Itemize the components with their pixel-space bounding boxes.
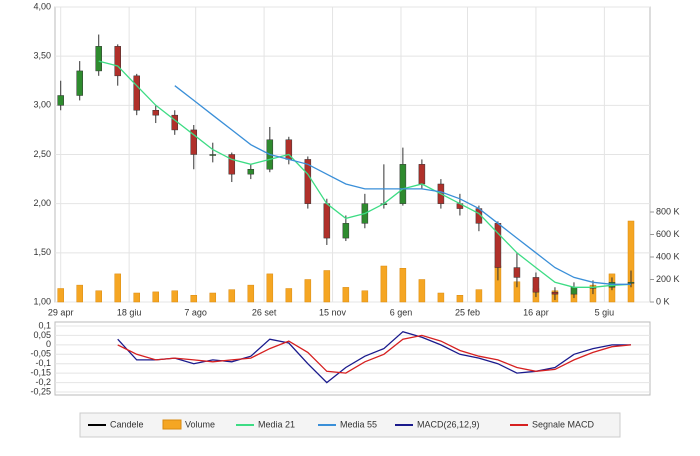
candle-body: [247, 169, 255, 175]
volume-bar: [456, 295, 464, 303]
volume-bar: [152, 291, 160, 303]
macd-line: [117, 330, 631, 384]
volume-bar: [247, 284, 255, 303]
volume-bar: [133, 292, 140, 303]
x-tick-label: 25 feb: [455, 307, 480, 317]
volume-bar: [304, 279, 312, 303]
y-tick-label: -0,1: [35, 358, 51, 368]
candle-body: [76, 70, 83, 96]
volume-bar: [342, 287, 350, 303]
candle-body: [399, 164, 407, 204]
x-tick-label: 18 giu: [117, 307, 142, 317]
y-tick-label: 0: [46, 339, 51, 349]
legend-label: MACD(26,12,9): [417, 419, 480, 429]
x-tick-label: 6 gen: [390, 307, 413, 317]
plot-area: [54, 321, 651, 396]
candle-body: [133, 75, 140, 111]
candle-body: [323, 203, 331, 239]
volume-bar: [285, 288, 293, 303]
x-tick-label: 7 ago: [184, 307, 207, 317]
legend-label: Volume: [185, 419, 215, 429]
legend-label: Candele: [110, 419, 144, 429]
x-tick-label: 16 apr: [523, 307, 549, 317]
candle-body: [95, 46, 102, 72]
candle-body: [171, 114, 179, 131]
x-tick-label: 5 giu: [595, 307, 615, 317]
moving-average: [98, 60, 632, 288]
y-tick-label: 2,50: [33, 149, 51, 159]
candle-body: [418, 164, 426, 185]
candle-body: [570, 287, 578, 295]
volume-bar: [266, 273, 274, 303]
y-tick-label: 0,05: [33, 330, 51, 340]
y2-tick-label: 400 K: [656, 251, 680, 261]
x-tick-label: 15 nov: [319, 307, 347, 317]
y-tick-label: 3,00: [33, 100, 51, 110]
legend-label: Media 21: [258, 419, 295, 429]
y-tick-label: 3,50: [33, 51, 51, 61]
volume-bar: [361, 290, 369, 303]
candle-body: [152, 110, 160, 116]
candle-body: [494, 223, 502, 268]
y-tick-label: 0,1: [38, 320, 51, 330]
volume-bar: [95, 290, 102, 303]
macd-line: [117, 334, 632, 374]
y-tick-label: 2,00: [33, 198, 51, 208]
candle-body: [228, 154, 236, 175]
volume-bar: [76, 284, 83, 303]
y-tick-label: 1,50: [33, 247, 51, 257]
volume-bar: [57, 288, 64, 303]
candle-body: [627, 282, 635, 284]
moving-average: [174, 85, 631, 285]
legend-label: Segnale MACD: [532, 419, 595, 429]
candle-body: [551, 291, 559, 295]
x-tick-label: 29 apr: [48, 307, 74, 317]
candle-body: [304, 159, 312, 204]
volume-bar: [209, 292, 217, 303]
y2-tick-label: 800 K: [656, 206, 680, 216]
y2-tick-label: 200 K: [656, 274, 680, 284]
volume-bar: [437, 292, 445, 303]
x-tick-label: 26 set: [252, 307, 277, 317]
candle-body: [513, 267, 521, 278]
legend-label: Media 55: [340, 419, 377, 429]
volume-bar: [627, 220, 635, 303]
candle-body: [114, 46, 121, 77]
volume-bar: [399, 268, 407, 303]
y2-tick-label: 0 K: [656, 296, 670, 306]
y-tick-label: -0,25: [30, 386, 51, 396]
volume-bar: [475, 289, 483, 303]
legend-swatch: [162, 419, 182, 430]
volume-bar: [418, 279, 426, 303]
y-tick-label: 1,00: [33, 296, 51, 306]
volume-bar: [228, 289, 236, 303]
volume-bar: [323, 270, 331, 303]
volume-bar: [171, 290, 179, 303]
y-tick-label: -0,2: [35, 377, 51, 387]
candle-body: [190, 129, 198, 155]
y-tick-label: -0,05: [30, 349, 51, 359]
y-tick-label: 4,00: [33, 1, 51, 11]
volume-bar: [190, 295, 198, 303]
candle-body: [209, 154, 217, 156]
candle-body: [342, 223, 350, 239]
y-tick-label: -0,15: [30, 368, 51, 378]
candle-body: [57, 95, 64, 106]
volume-bar: [114, 273, 121, 303]
y2-tick-label: 600 K: [656, 229, 680, 239]
volume-bar: [380, 265, 388, 303]
candle-body: [532, 277, 540, 293]
